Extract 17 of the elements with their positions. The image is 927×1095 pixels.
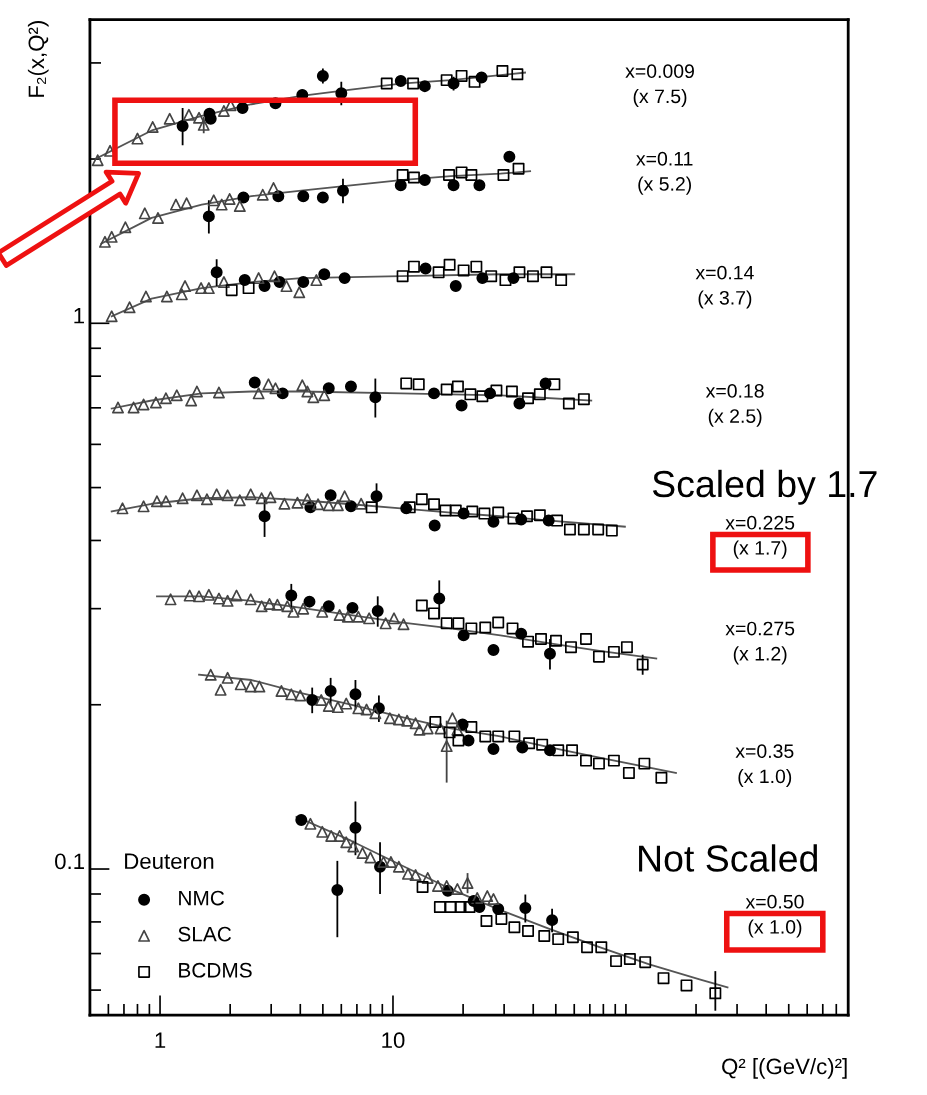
annotation: x=0.50 (x 1.0) <box>745 894 804 938</box>
legend-label: BCDMS <box>179 962 252 978</box>
x-tick-label: 10 <box>382 1032 405 1049</box>
annotation: x=0.14 (x 3.7) <box>695 265 754 309</box>
annotation: x=0.35 (x 1.0) <box>735 744 794 788</box>
y-tick-label: 0.1 <box>55 853 84 870</box>
legend-label: SLAC <box>178 926 232 942</box>
annotation: x=0.225 (x 1.7) <box>725 515 795 559</box>
x-axis-title: Q² [(GeV/c)²] <box>722 1058 847 1079</box>
annotation: x=0.275 (x 1.2) <box>725 621 795 665</box>
annotation: x=0.009 (x 7.5) <box>625 64 694 108</box>
legend-label: NMC <box>179 890 225 906</box>
annotation: x=0.11 (x 5.2) <box>636 151 693 195</box>
annotation: x=0.18 (x 2.5) <box>705 384 764 427</box>
y-axis-title: F₂(x,Q²) <box>27 21 49 97</box>
legend-title: Deuteron <box>125 853 214 870</box>
annotation: Not Scaled <box>639 844 817 872</box>
